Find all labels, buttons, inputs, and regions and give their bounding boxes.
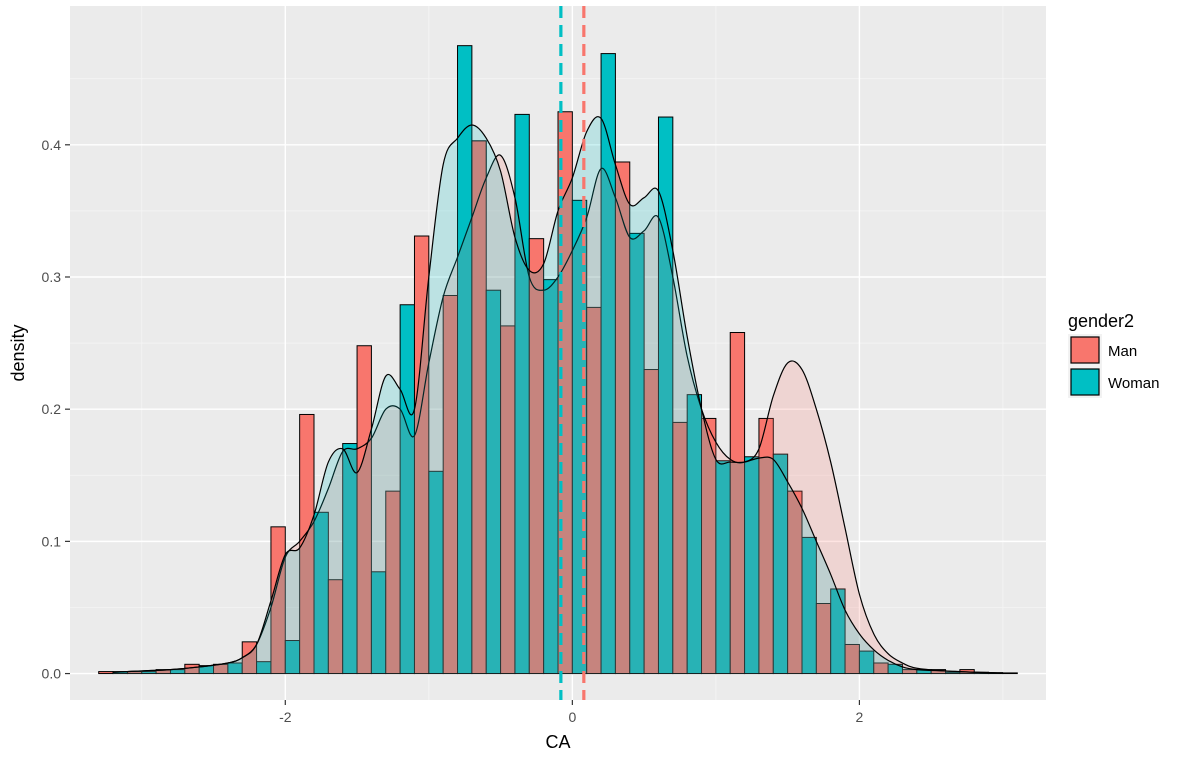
legend-label-woman: Woman <box>1108 375 1159 392</box>
bar-woman-25 <box>830 588 846 675</box>
y-tick-label-1: 0.1 <box>42 533 62 549</box>
bar-man-9 <box>356 345 372 675</box>
density-area-man <box>113 154 1003 674</box>
x-axis-title: CA <box>545 732 570 752</box>
legend-title: gender2 <box>1068 311 1134 331</box>
y-tick-label-3: 0.3 <box>42 269 62 285</box>
y-tick-label-2: 0.2 <box>42 401 62 417</box>
y-axis-title: density <box>8 324 28 381</box>
bar-woman-31 <box>1002 672 1018 675</box>
density-line-man <box>113 154 1003 674</box>
y-tick-label-0: 0.0 <box>42 666 62 682</box>
legend-label-man: Man <box>1108 343 1137 360</box>
bar-woman-26 <box>858 650 875 675</box>
bar-man-11 <box>413 235 430 675</box>
density-area-woman <box>113 116 1003 674</box>
legend: gender2 Man Woman <box>1068 311 1159 398</box>
x-tick-label-0: -2 <box>279 709 292 725</box>
x-tick-label-1: 0 <box>568 709 576 725</box>
mean-lines <box>559 6 586 700</box>
legend-key-man <box>1070 336 1100 364</box>
x-tick-label-2: 2 <box>856 709 864 725</box>
bar-man-0 <box>98 671 114 675</box>
legend-key-woman <box>1070 368 1100 396</box>
y-tick-label-4: 0.4 <box>42 137 62 153</box>
x-axis: -2 0 2 <box>279 700 864 725</box>
bar-man-29 <box>930 669 947 675</box>
y-axis: 0.0 0.1 0.2 0.3 0.4 <box>42 137 70 682</box>
